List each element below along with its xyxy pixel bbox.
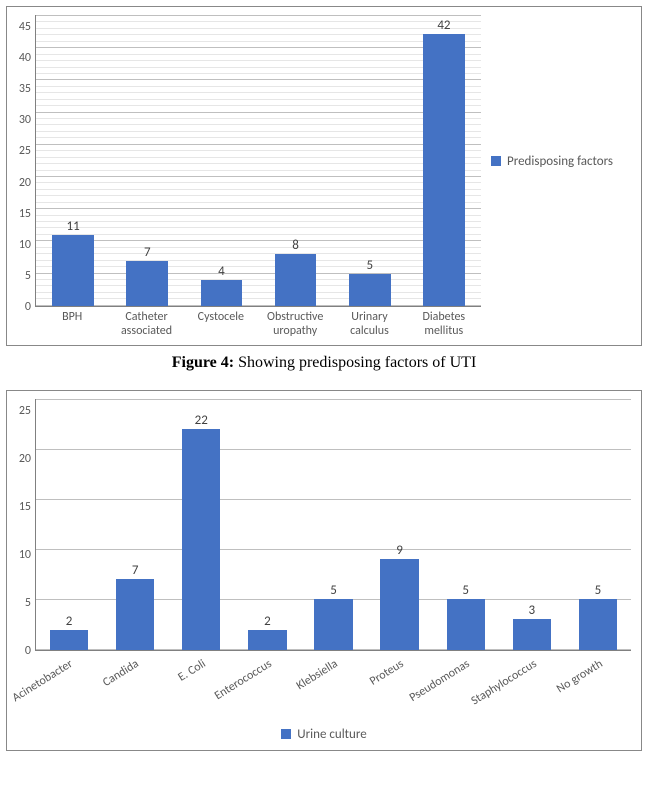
y-tick-label: 20 bbox=[13, 177, 31, 189]
y-tick-label: 5 bbox=[13, 597, 31, 609]
bar bbox=[50, 630, 88, 650]
y-tick-label: 25 bbox=[13, 145, 31, 157]
bar-value-label: 5 bbox=[366, 259, 373, 272]
bar-slot: 9 bbox=[367, 399, 433, 650]
x-tick-label: BPH bbox=[35, 307, 109, 345]
bar-value-label: 5 bbox=[595, 584, 602, 597]
bar-value-label: 2 bbox=[264, 615, 271, 628]
bar bbox=[380, 559, 418, 649]
y-tick-label: 40 bbox=[13, 52, 31, 64]
bar-slot: 2 bbox=[36, 399, 102, 650]
bars: 2722259535 bbox=[36, 399, 631, 650]
legend-swatch bbox=[281, 729, 291, 739]
y-tick-label: 20 bbox=[13, 453, 31, 465]
y-tick-label: 30 bbox=[13, 114, 31, 126]
bar bbox=[182, 429, 220, 650]
y-tick-label: 15 bbox=[13, 208, 31, 220]
x-tick-label: Candida bbox=[101, 651, 167, 723]
plot-area: 11 7 4 8 5 42 bbox=[35, 15, 481, 307]
bar-value-label: 22 bbox=[195, 414, 208, 427]
bar bbox=[275, 254, 317, 306]
bar-slot: 42 bbox=[407, 15, 481, 306]
legend-item: Predisposing factors bbox=[491, 154, 613, 169]
bar-value-label: 4 bbox=[218, 265, 225, 278]
bar-slot: 7 bbox=[110, 15, 184, 306]
bar-slot: 8 bbox=[259, 15, 333, 306]
x-tick-label: Urinary calculus bbox=[332, 307, 406, 345]
bar-value-label: 7 bbox=[132, 564, 139, 577]
bar-slot: 5 bbox=[433, 399, 499, 650]
bar-slot: 5 bbox=[300, 399, 366, 650]
y-axis: 0510152025 bbox=[7, 399, 35, 651]
plot-column: 051015202530354045 11748542 bbox=[7, 15, 481, 307]
predisposing-factors-chart: 0 5 10 15 20 25 30 35 40 45 11 7 4 8 5 42 Predisposing… bbox=[6, 6, 642, 346]
x-tick-label: Klebsiella bbox=[300, 651, 366, 723]
x-axis: AcinetobacterCandidaE. ColiEnterococcusK… bbox=[35, 651, 631, 723]
bar-slot: 3 bbox=[499, 399, 565, 650]
bar-value-label: 42 bbox=[437, 19, 450, 32]
bar-value-label: 5 bbox=[462, 584, 469, 597]
legend-label: Predisposing factors bbox=[507, 154, 613, 169]
legend: Predisposing factors bbox=[481, 15, 641, 307]
y-tick-label: 35 bbox=[13, 83, 31, 95]
y-tick-label: 25 bbox=[13, 405, 31, 417]
bar-value-label: 3 bbox=[529, 604, 536, 617]
y-tick-label: 0 bbox=[13, 301, 31, 313]
bar bbox=[447, 599, 485, 649]
bar bbox=[52, 235, 94, 306]
urine-culture-chart: 0510152025 2722259535 AcinetobacterCandi… bbox=[6, 390, 642, 751]
bar-slot: 7 bbox=[102, 399, 168, 650]
x-tick-label: Catheter associated bbox=[109, 307, 183, 345]
y-tick-label: 10 bbox=[13, 239, 31, 251]
x-tick-label: No growth bbox=[565, 651, 631, 723]
bar-value-label: 9 bbox=[396, 544, 403, 557]
chart-body: 051015202530354045 11748542 Predisposing… bbox=[7, 7, 641, 307]
bar-value-label: 11 bbox=[66, 220, 79, 233]
bar-slot: 5 bbox=[565, 399, 631, 650]
x-axis: BPHCatheter associatedCystoceleObstructi… bbox=[35, 307, 481, 345]
bars: 11 7 4 8 5 42 bbox=[36, 15, 481, 306]
legend-item: Urine culture bbox=[281, 727, 366, 742]
legend-label: Urine culture bbox=[297, 727, 366, 742]
bar bbox=[349, 274, 391, 306]
y-tick-label: 5 bbox=[13, 270, 31, 282]
legend-swatch bbox=[491, 156, 501, 166]
bar bbox=[423, 34, 465, 306]
plot-area: 2722259535 bbox=[35, 399, 631, 651]
bar bbox=[116, 579, 154, 649]
bar-slot: 5 bbox=[333, 15, 407, 306]
x-tick-label: Enterococcus bbox=[234, 651, 300, 723]
bar bbox=[248, 630, 286, 650]
caption-text: Showing predisposing factors of UTI bbox=[234, 354, 476, 371]
bar bbox=[314, 599, 352, 649]
bar bbox=[513, 619, 551, 649]
bar-slot: 2 bbox=[234, 399, 300, 650]
y-tick-label: 0 bbox=[13, 645, 31, 657]
y-tick-label: 45 bbox=[13, 21, 31, 33]
chart-body: 0510152025 2722259535 bbox=[7, 391, 641, 651]
bar-value-label: 5 bbox=[330, 584, 337, 597]
x-tick-label: Diabetes mellitus bbox=[407, 307, 481, 345]
x-tick-label: Obstructive uropathy bbox=[258, 307, 332, 345]
bar bbox=[126, 261, 168, 306]
bar-value-label: 7 bbox=[144, 246, 151, 259]
y-axis: 051015202530354045 bbox=[7, 15, 35, 307]
bar-value-label: 8 bbox=[292, 239, 299, 252]
figure-caption: Figure 4: Showing predisposing factors o… bbox=[6, 354, 642, 372]
bar-slot: 11 bbox=[36, 15, 110, 306]
bar-slot: 22 bbox=[168, 399, 234, 650]
bar bbox=[201, 280, 243, 306]
y-tick-label: 15 bbox=[13, 501, 31, 513]
bar-value-label: 2 bbox=[66, 615, 73, 628]
x-tick-label: Acinetobacter bbox=[35, 651, 101, 723]
bar-slot: 4 bbox=[184, 15, 258, 306]
x-tick-label: Cystocele bbox=[184, 307, 258, 345]
legend: Urine culture bbox=[7, 723, 641, 750]
bar bbox=[579, 599, 617, 649]
y-tick-label: 10 bbox=[13, 549, 31, 561]
caption-lead: Figure 4: bbox=[172, 354, 234, 371]
